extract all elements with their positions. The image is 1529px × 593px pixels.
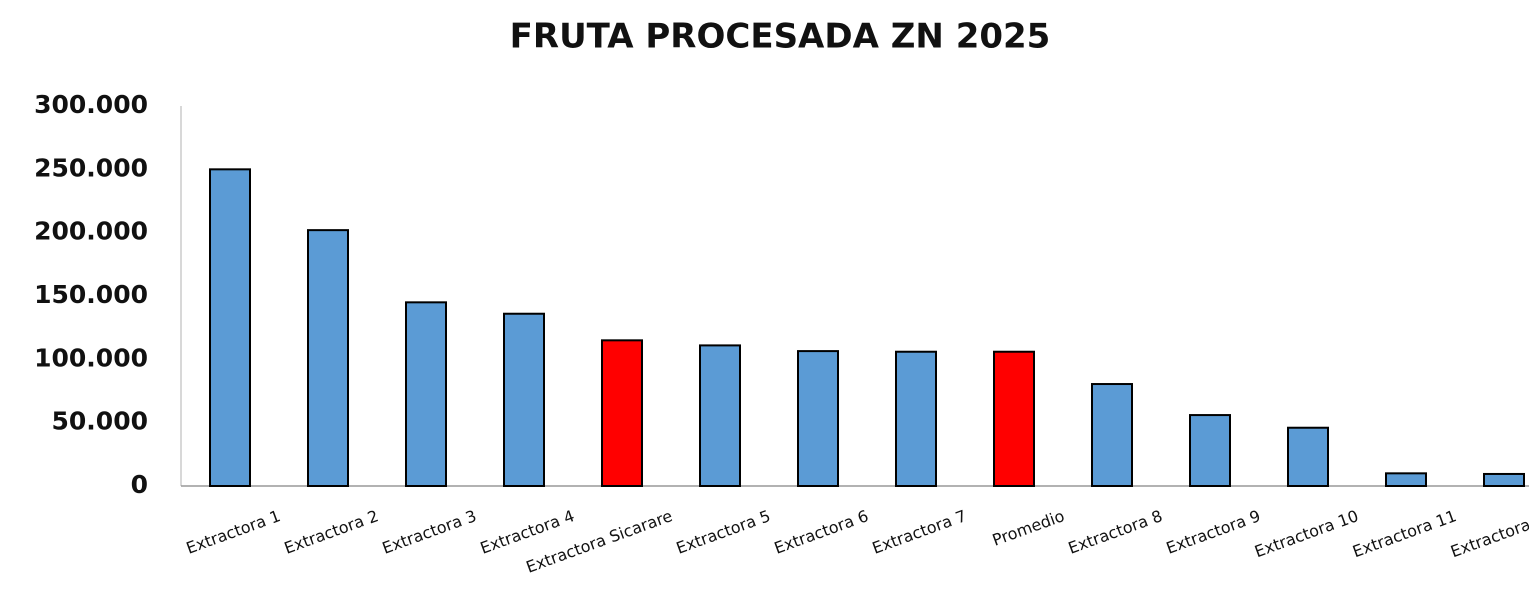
- y-tick-label: 200.000: [34, 217, 148, 246]
- bar: [1385, 472, 1427, 488]
- y-tick-label: 50.000: [52, 407, 148, 436]
- bar: [307, 229, 349, 487]
- x-tick-label: Extractora 9: [1164, 506, 1263, 558]
- bar: [699, 344, 741, 487]
- bar: [1091, 383, 1133, 487]
- bar: [405, 301, 447, 488]
- x-tick-label: Extractora 1: [184, 506, 283, 558]
- x-tick-label: Promedio: [990, 506, 1067, 550]
- x-tick-label: Extractora 5: [674, 506, 773, 558]
- bar: [797, 350, 839, 487]
- bar: [993, 350, 1035, 487]
- y-tick-label: 100.000: [34, 343, 148, 372]
- x-tick-label: Extractora 8: [1066, 506, 1165, 558]
- bar: [1483, 472, 1525, 488]
- bar: [1189, 414, 1231, 488]
- x-tick-label: Extractora 2: [282, 506, 381, 558]
- x-tick-label: Extractora 12: [1448, 506, 1529, 561]
- bar: [601, 339, 643, 488]
- x-tick-label: Extractora 11: [1350, 506, 1459, 561]
- bar: [503, 312, 545, 487]
- chart-title: FRUTA PROCESADA ZN 2025: [510, 17, 1051, 57]
- y-tick-label: 250.000: [34, 153, 148, 182]
- y-tick-label: 150.000: [34, 280, 148, 309]
- x-tick-label: Extractora 7: [870, 506, 969, 558]
- x-tick-label: Extractora 6: [772, 506, 871, 558]
- x-tick-label: Extractora 10: [1252, 506, 1361, 561]
- bar: [895, 350, 937, 487]
- x-tick-label: Extractora 3: [380, 506, 479, 558]
- bar: [209, 168, 251, 487]
- y-tick-label: 300.000: [34, 90, 148, 119]
- bar: [1287, 426, 1329, 488]
- y-tick-label: 0: [131, 470, 148, 499]
